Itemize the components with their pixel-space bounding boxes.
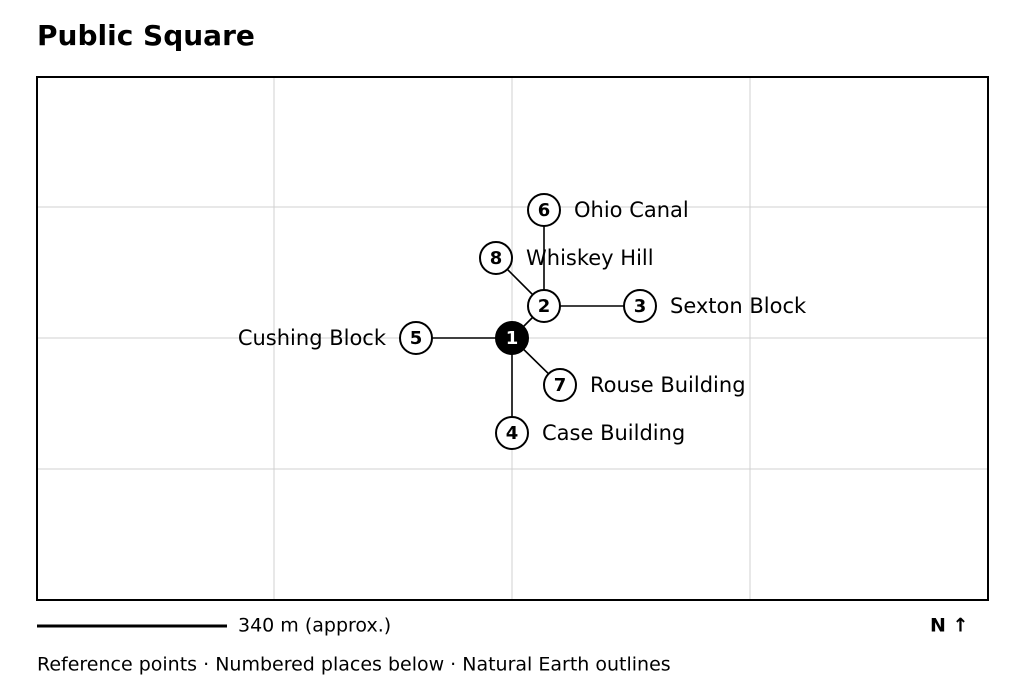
place-number: 8 bbox=[490, 248, 503, 269]
place-number: 6 bbox=[538, 200, 551, 221]
place-marker bbox=[527, 193, 561, 227]
place-number: 4 bbox=[506, 423, 519, 444]
scale-label: 340 m (approx.) bbox=[238, 615, 391, 637]
place: 1 bbox=[495, 321, 529, 355]
place-number: 1 bbox=[506, 328, 519, 349]
place-label: Rouse Building bbox=[590, 373, 746, 397]
place: 4 Case Building bbox=[495, 416, 685, 450]
places: 12 3 Sexton Block 4 Case Building 5 Cushing Bl… bbox=[238, 193, 807, 450]
title: Public Square bbox=[37, 19, 255, 52]
place: 2 bbox=[527, 289, 561, 323]
place-marker bbox=[479, 241, 513, 275]
place-label: Case Building bbox=[542, 421, 685, 445]
place-label: Whiskey Hill bbox=[526, 246, 654, 270]
place-number: 5 bbox=[410, 328, 423, 349]
place-marker bbox=[399, 321, 433, 355]
place: 6 Ohio Canal bbox=[527, 193, 689, 227]
place-label: Sexton Block bbox=[670, 294, 807, 318]
place: 7 Rouse Building bbox=[543, 368, 746, 402]
place-marker bbox=[495, 416, 529, 450]
place-label: Cushing Block bbox=[238, 326, 387, 350]
place-marker bbox=[543, 368, 577, 402]
place: 8 Whiskey Hill bbox=[479, 241, 654, 275]
place-number: 3 bbox=[634, 296, 647, 317]
place-marker bbox=[527, 289, 561, 323]
place-label: Ohio Canal bbox=[574, 198, 689, 222]
place-number: 7 bbox=[554, 375, 567, 396]
map-frame bbox=[36, 76, 989, 601]
north-arrow: N ↑ bbox=[930, 615, 968, 637]
place-marker bbox=[623, 289, 657, 323]
place-marker bbox=[495, 321, 529, 355]
footer: Reference points · Numbered places below… bbox=[37, 654, 671, 676]
place: 5 Cushing Block bbox=[238, 321, 433, 355]
place-number: 2 bbox=[538, 296, 551, 317]
place: 3 Sexton Block bbox=[623, 289, 807, 323]
